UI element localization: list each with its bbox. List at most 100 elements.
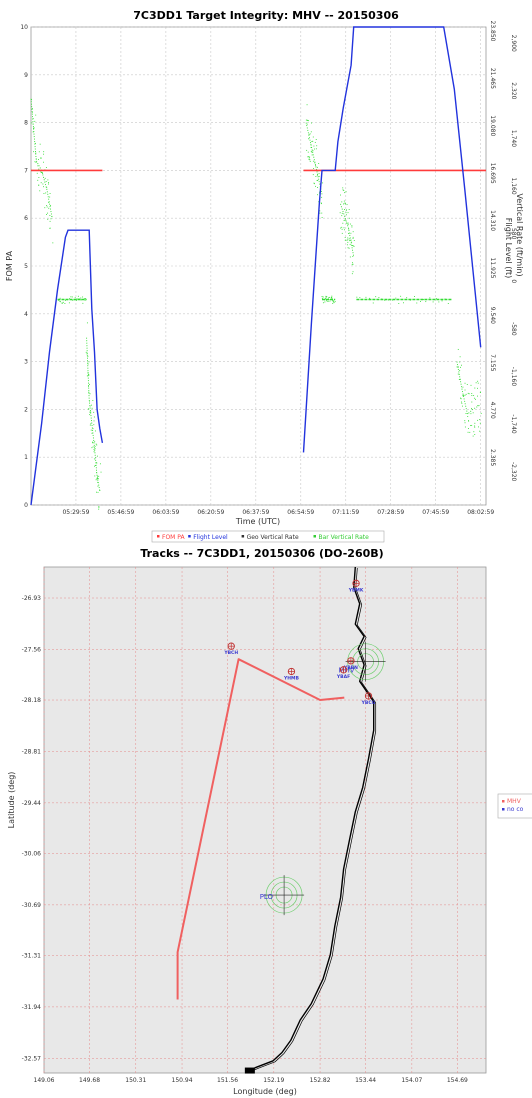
chart1-bar-vertical-rate-point	[479, 391, 481, 393]
chart1-bar-vertical-rate-point	[348, 209, 350, 210]
chart1-bar-vertical-rate-point	[472, 412, 474, 414]
chart1-bar-vertical-rate-point	[351, 225, 353, 227]
chart2-x-tick: 154.07	[401, 1077, 422, 1084]
chart1-bar-vertical-rate-point	[92, 446, 94, 448]
chart1-bar-vertical-rate-point	[395, 297, 397, 299]
chart1-bar-vertical-rate-point	[359, 297, 361, 299]
chart1-legend: FOM PA Flight Level Geo Vertical Rate Bar V…	[151, 530, 385, 543]
chart2-y-tick: -27.56	[22, 646, 42, 653]
chart1-y-right-1-tick: 11.925	[489, 258, 496, 279]
chart1-bar-vertical-rate-point	[46, 186, 48, 188]
chart1-bar-vertical-rate-point	[89, 424, 91, 426]
chart2-coastline-detail	[250, 567, 377, 1072]
chart1-bar-vertical-rate-point	[351, 241, 353, 243]
chart1-bar-vertical-rate-point	[76, 298, 78, 300]
chart1-bar-vertical-rate-point	[306, 149, 308, 151]
chart1-bar-vertical-rate-point	[87, 355, 89, 357]
chart1-bar-vertical-rate-point	[372, 302, 374, 304]
chart1-bar-vertical-rate-point	[331, 298, 333, 299]
chart1-bar-vertical-rate-point	[344, 208, 345, 210]
chart1-bar-vertical-rate-point	[322, 296, 324, 298]
chart2-y-tick: -26.93	[22, 595, 42, 602]
chart1-bar-vertical-rate-point	[49, 220, 51, 222]
chart1-bar-vertical-rate-point	[97, 475, 99, 477]
chart1-bar-vertical-rate-point	[362, 298, 363, 300]
chart1-bar-vertical-rate-point	[321, 196, 323, 198]
chart1-bar-vertical-rate-point	[461, 402, 463, 404]
chart1-bar-vertical-rate-point	[320, 202, 322, 204]
chart1-bar-vertical-rate-point	[353, 245, 355, 247]
chart1-bar-vertical-rate-point	[45, 181, 47, 182]
chart1-bar-vertical-rate-point	[35, 152, 37, 154]
chart1-bar-vertical-rate-point	[464, 426, 466, 428]
chart1-bar-vertical-rate-point	[98, 475, 100, 477]
chart1-bar-vertical-rate-point	[423, 299, 424, 301]
chart1-y-right-2-tick: -580	[510, 322, 517, 336]
chart2-legend-swatch	[502, 808, 505, 811]
chart1-bar-vertical-rate-point	[392, 299, 394, 301]
chart2-y-tick: -32.57	[22, 1055, 42, 1062]
chart1-bar-vertical-rate-point	[343, 220, 345, 221]
chart1-y-right-1-tick: 9.540	[489, 307, 496, 324]
chart1-bar-vertical-rate-point	[77, 295, 79, 297]
chart2-marker-ybch: YBCH	[223, 642, 238, 656]
chart1-bar-vertical-rate-point	[468, 420, 469, 422]
chart1-bar-vertical-rate-point	[88, 408, 90, 410]
chart1-flight-level-line-1	[302, 26, 482, 453]
chart1-bar-vertical-rate-point	[66, 299, 68, 301]
chart1-bar-vertical-rate-point	[351, 273, 353, 275]
chart1-bar-vertical-rate-points-4	[321, 295, 336, 304]
chart1-bar-vertical-rate-point	[45, 167, 47, 168]
chart1-bar-vertical-rate-point	[349, 223, 351, 225]
chart1-bar-vertical-rate-point	[351, 264, 353, 266]
chart1-bar-vertical-rate-point	[42, 172, 44, 174]
chart2-markers: YBMK YBCH YBBN YBAF YHMB YBCG	[223, 579, 376, 706]
chart2-marker-label: YHMB	[283, 675, 300, 681]
chart1-bar-vertical-rate-point	[33, 151, 35, 153]
chart2-track-line	[176, 658, 345, 1000]
chart1-series	[30, 26, 486, 510]
chart1-bar-vertical-rate-point	[334, 301, 336, 303]
chart1-bar-vertical-rate-point	[352, 236, 354, 238]
chart1-bar-vertical-rate-point	[349, 244, 351, 246]
chart1-bar-vertical-rate-point	[341, 201, 343, 203]
chart1-bar-vertical-rate-point	[46, 213, 47, 215]
chart1-bar-vertical-rate-point	[444, 298, 446, 300]
chart1-y-tick: 10	[20, 24, 28, 31]
chart1-bar-vertical-rate-point	[308, 134, 310, 135]
chart1-bar-vertical-rate-point	[348, 228, 350, 230]
chart1-bar-vertical-rate-point	[331, 295, 333, 297]
chart1-bar-vertical-rate-point	[464, 420, 466, 422]
chart1-bar-vertical-rate-point	[82, 302, 84, 304]
chart2-marker-label: YBAF	[336, 674, 350, 680]
chart1-legend-swatch	[241, 535, 245, 538]
chart1-y-right-1-tick: 23.850	[489, 21, 496, 42]
chart1-bar-vertical-rate-point	[96, 478, 98, 480]
chart2-marker-label: YBCH	[223, 650, 238, 656]
chart1-bar-vertical-rate-point	[342, 222, 344, 224]
chart1-bar-vertical-rate-point	[82, 296, 84, 298]
chart1-bar-vertical-rate-point	[47, 218, 49, 220]
chart1-y-right-2-tick: -2,320	[510, 462, 517, 482]
chart1-bar-vertical-rate-point	[347, 224, 349, 225]
chart1-bar-vertical-rate-point	[318, 175, 320, 177]
chart1-bar-vertical-rate-point	[465, 413, 467, 414]
chart1-bar-vertical-rate-point	[50, 218, 52, 220]
chart1-bar-vertical-rate-point	[314, 141, 316, 143]
chart1-bar-vertical-rate-point	[94, 465, 95, 467]
chart1-bar-vertical-rate-point	[464, 389, 466, 391]
chart1-y-label: FOM PA	[5, 250, 14, 281]
chart1-bar-vertical-rate-point	[37, 179, 39, 181]
chart1-bar-vertical-rate-point	[99, 463, 101, 465]
chart1-legend-label: Geo Vertical Rate	[247, 534, 299, 541]
chart1-y-right-1-tick: 21.465	[489, 68, 496, 89]
chart1-bar-vertical-rate-point	[473, 395, 475, 397]
chart1-bar-vertical-rate-point	[44, 207, 46, 209]
chart1-y-tick: 9	[24, 72, 28, 79]
chart1-bar-vertical-rate-point	[318, 201, 320, 203]
chart2-coastline	[244, 566, 377, 1074]
chart1-bar-vertical-rate-point	[93, 411, 95, 413]
chart1-bar-vertical-rate-point	[88, 361, 90, 363]
chart1-bar-vertical-rate-point	[74, 297, 76, 299]
chart2-x-tick: 151.56	[217, 1077, 238, 1084]
